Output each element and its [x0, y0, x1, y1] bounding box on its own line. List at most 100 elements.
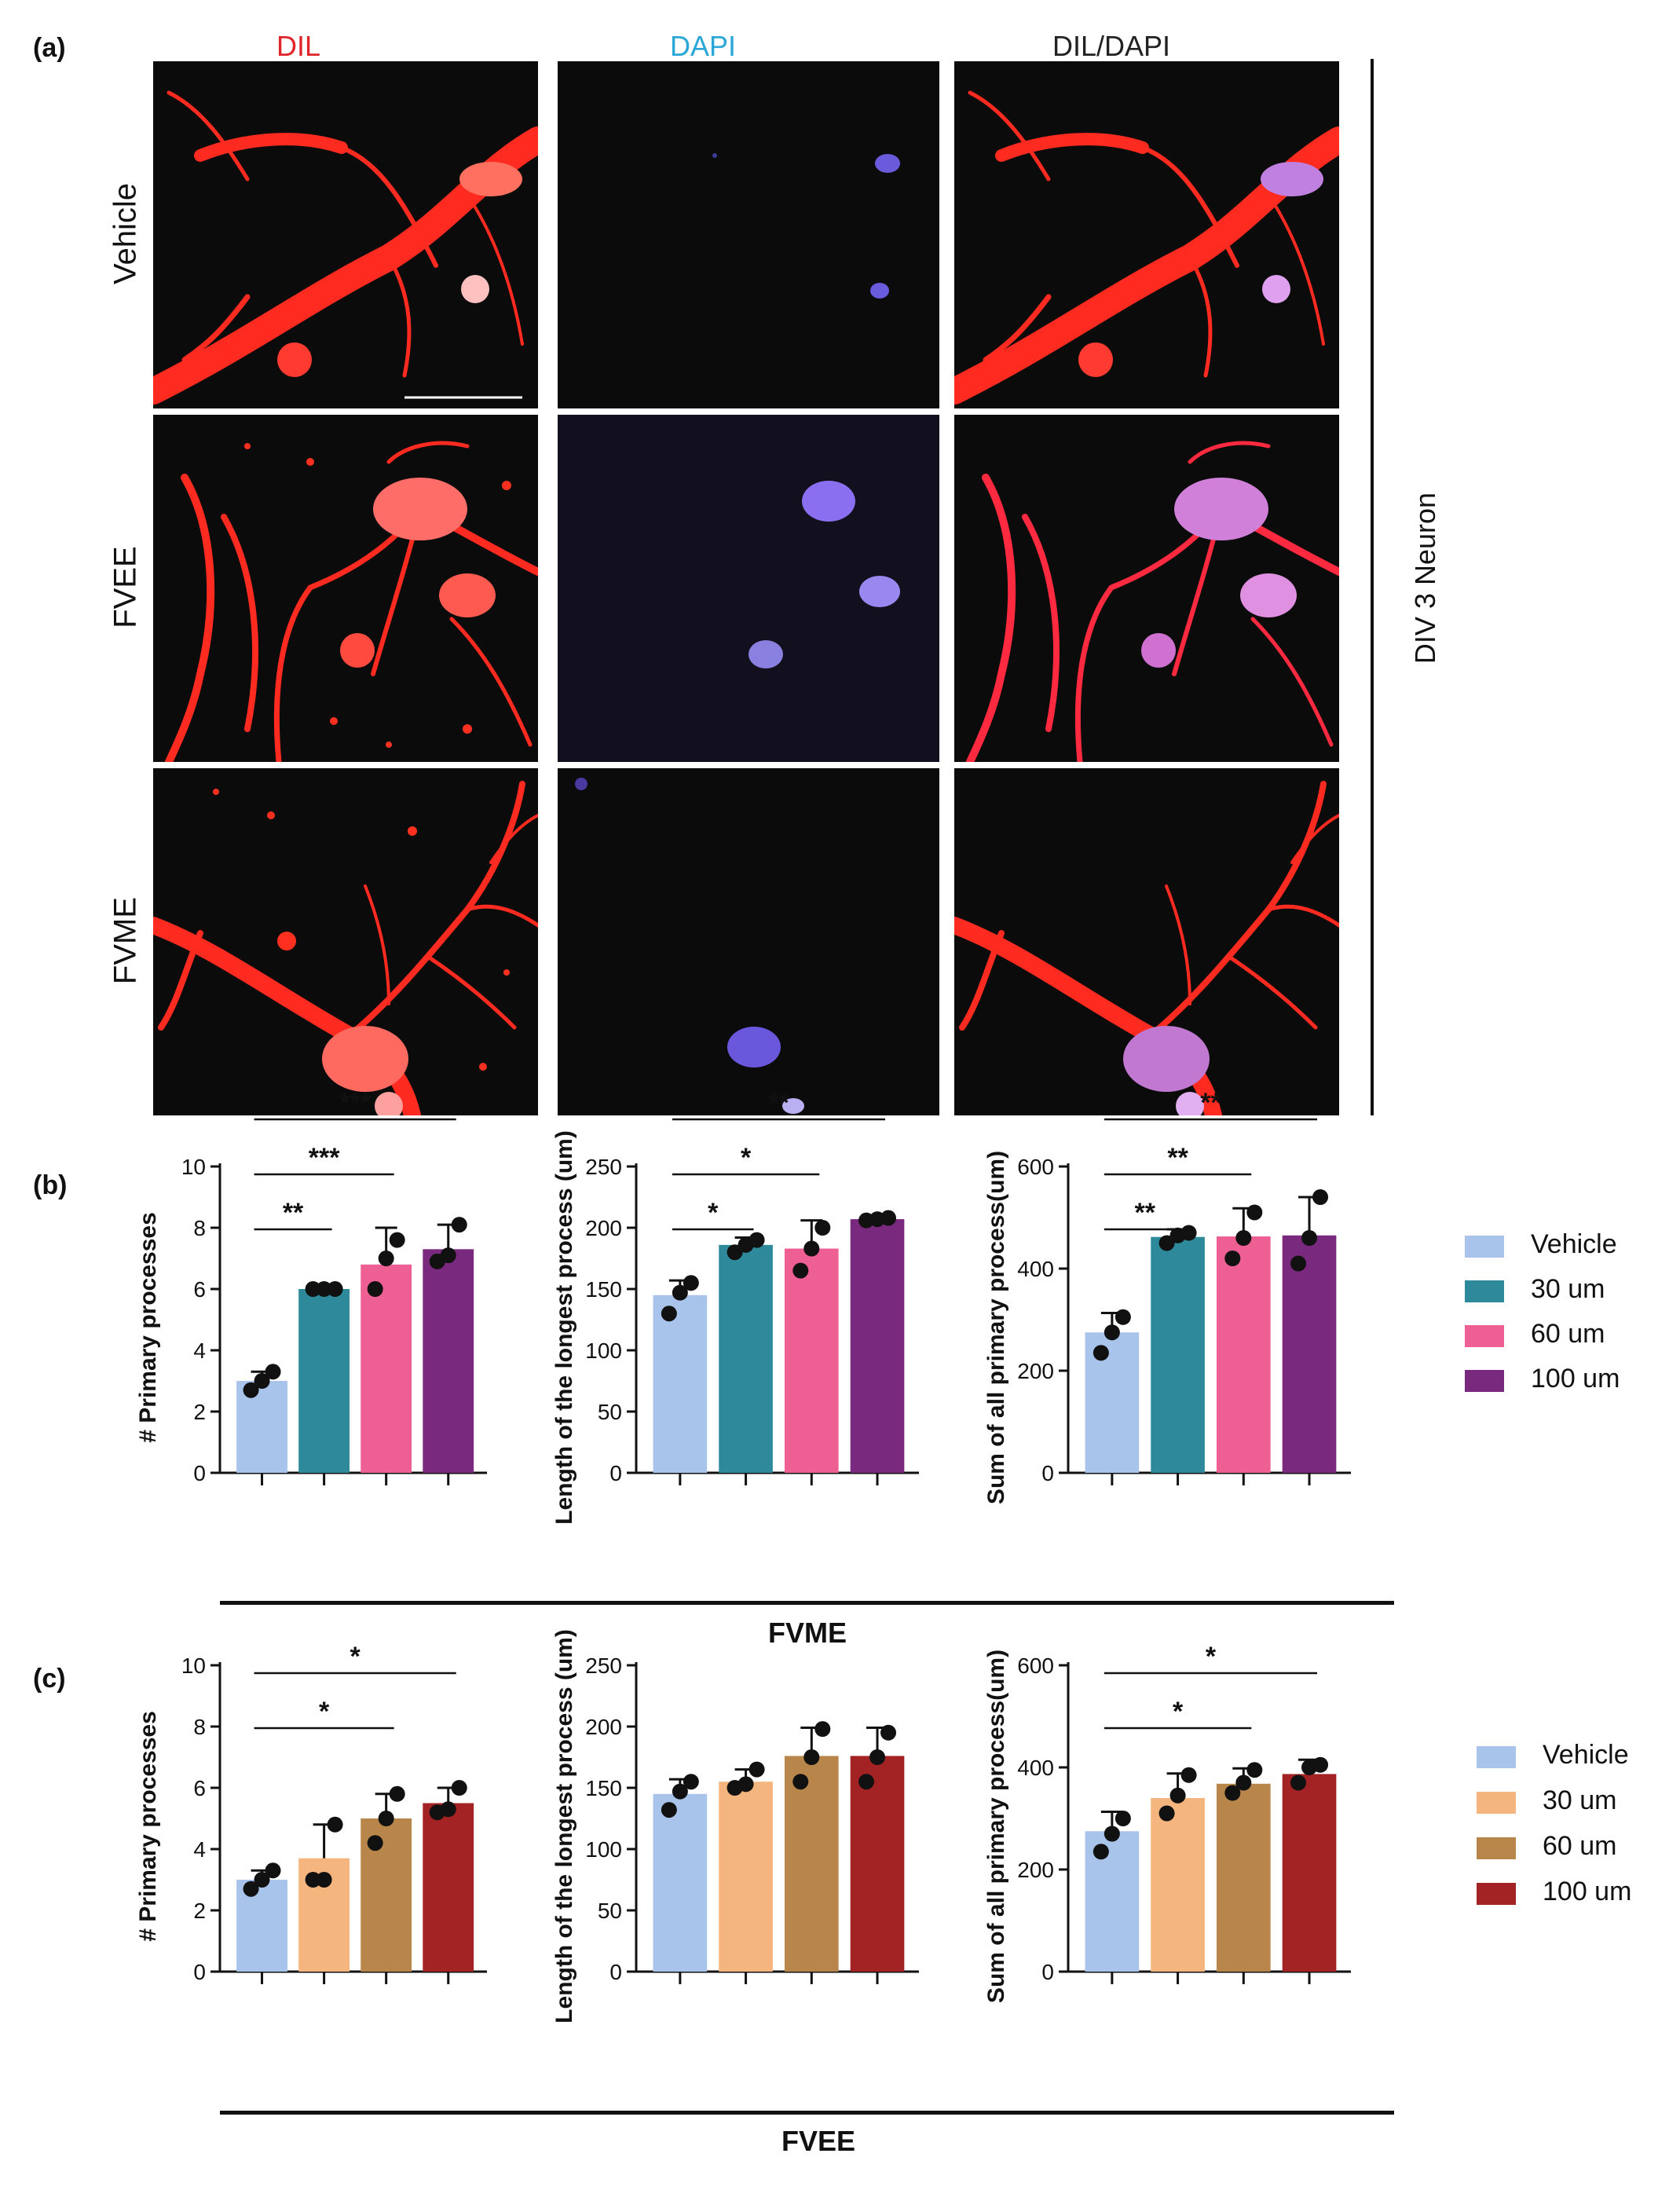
data-point	[661, 1306, 677, 1322]
data-point	[814, 1721, 831, 1738]
group-label-fvee: FVEE	[781, 2125, 856, 2157]
data-point	[378, 1251, 394, 1266]
y-tick-label: 50	[598, 1899, 622, 1923]
bar	[784, 1248, 839, 1473]
bar	[1151, 1798, 1205, 1972]
legend-swatch	[1465, 1370, 1504, 1392]
y-tick-label: 150	[585, 1277, 622, 1302]
significance-label: ***	[309, 1143, 340, 1173]
chart-b-sum-primary-process: Sum of all primary process(um) 0 200 400 600…	[974, 1088, 1367, 1591]
legend-label: 60 um	[1531, 1319, 1605, 1349]
y-tick-label: 250	[585, 1155, 622, 1179]
data-point	[1224, 1251, 1241, 1266]
significance-label: *	[1173, 1697, 1184, 1727]
micrograph-fvme-dapi	[558, 768, 939, 1115]
y-tick-label: 8	[193, 1715, 206, 1739]
data-point	[672, 1284, 688, 1301]
data-point	[1158, 1235, 1175, 1251]
y-tick-label: 600	[1017, 1155, 1054, 1179]
row-group-bracket	[1371, 59, 1374, 1115]
legend-swatch	[1477, 1883, 1516, 1905]
y-tick-label: 200	[585, 1216, 622, 1240]
y-tick-label: 2	[193, 1899, 206, 1923]
significance-label: **	[1200, 1088, 1221, 1118]
micrograph-fvee-dil	[153, 415, 538, 762]
y-tick-label: 0	[193, 1960, 206, 1984]
y-tick-label: 2	[193, 1400, 206, 1424]
y-tick-label: 10	[181, 1155, 206, 1179]
y-axis-label: Sum of all primary process(um)	[983, 1650, 1009, 2003]
legend-swatch	[1465, 1236, 1504, 1258]
significance-label: *	[741, 1143, 752, 1173]
y-tick-label: 50	[598, 1400, 622, 1424]
panel-b-letter: (b)	[33, 1170, 68, 1200]
y-tick-label: 100	[585, 1837, 622, 1862]
data-point	[683, 1275, 699, 1291]
data-point	[1158, 1805, 1175, 1822]
bar	[1216, 1236, 1271, 1473]
y-tick-label: 200	[1017, 1858, 1054, 1882]
legend-swatch	[1477, 1746, 1516, 1768]
data-point	[1093, 1844, 1109, 1860]
data-point	[243, 1881, 259, 1897]
significance-label: **	[768, 1088, 789, 1118]
data-point	[378, 1811, 394, 1826]
data-point	[738, 1776, 754, 1793]
significance-label: **	[1167, 1143, 1188, 1173]
bar	[423, 1803, 474, 1972]
data-point	[792, 1774, 809, 1790]
micrograph-fvee-merge	[954, 415, 1339, 762]
data-point	[1312, 1756, 1329, 1773]
significance-label: *	[319, 1697, 330, 1727]
data-point	[1235, 1774, 1252, 1791]
data-point	[1290, 1774, 1307, 1791]
chart-c-sum-primary-process: Sum of all primary process(um) 0 200 400 600…	[974, 1626, 1367, 2089]
significance-label: **	[1134, 1198, 1155, 1228]
data-point	[265, 1862, 281, 1879]
data-point	[254, 1872, 270, 1888]
bar	[719, 1244, 773, 1473]
bar	[653, 1295, 708, 1473]
legend-label: 100 um	[1543, 1877, 1632, 1906]
bar	[1151, 1236, 1205, 1473]
y-tick-label: 4	[193, 1837, 206, 1862]
legend-label: 60 um	[1543, 1831, 1617, 1861]
y-tick-label: 0	[193, 1461, 206, 1485]
bar	[1085, 1831, 1140, 1972]
legend-c: Vehicle 30 um 60 um 100 um	[1477, 1740, 1673, 1906]
data-point	[803, 1749, 820, 1765]
data-point	[327, 1281, 343, 1297]
chart-c-longest-process: Length of the longest process (um) 0 50 100…	[542, 1626, 935, 2089]
data-point	[880, 1724, 897, 1741]
data-point	[254, 1373, 270, 1389]
bar	[784, 1756, 839, 1972]
significance-label: *	[350, 1642, 361, 1672]
legend-swatch	[1465, 1280, 1504, 1302]
data-point	[1246, 1762, 1263, 1778]
data-point	[243, 1382, 259, 1398]
data-point	[748, 1232, 765, 1248]
data-point	[1180, 1225, 1197, 1241]
y-tick-label: 10	[181, 1653, 206, 1678]
bar	[1085, 1332, 1140, 1473]
data-point	[792, 1262, 809, 1279]
y-axis-label: # Primary processes	[135, 1212, 161, 1443]
data-point	[869, 1749, 886, 1765]
data-point	[265, 1364, 281, 1380]
significance-label: **	[283, 1198, 304, 1228]
data-point	[672, 1783, 688, 1800]
micrograph-fvme-dil	[153, 768, 538, 1115]
side-label-div3-neuron: DIV 3 Neuron	[1409, 492, 1441, 665]
data-point	[389, 1232, 405, 1248]
data-point	[727, 1244, 743, 1261]
y-axis-label: Sum of all primary process(um)	[983, 1151, 1009, 1504]
legend-label: Vehicle	[1531, 1229, 1617, 1259]
micrograph-vehicle-merge	[954, 61, 1339, 408]
row-label-fvme: FVME	[108, 896, 143, 985]
group-underline-fvme	[220, 1601, 1394, 1605]
chart-svg: Length of the longest process (um) 0 50 100…	[551, 1629, 919, 2023]
y-axis-label: Length of the longest process (um)	[551, 1130, 577, 1525]
data-point	[451, 1217, 467, 1233]
data-point	[748, 1761, 765, 1778]
